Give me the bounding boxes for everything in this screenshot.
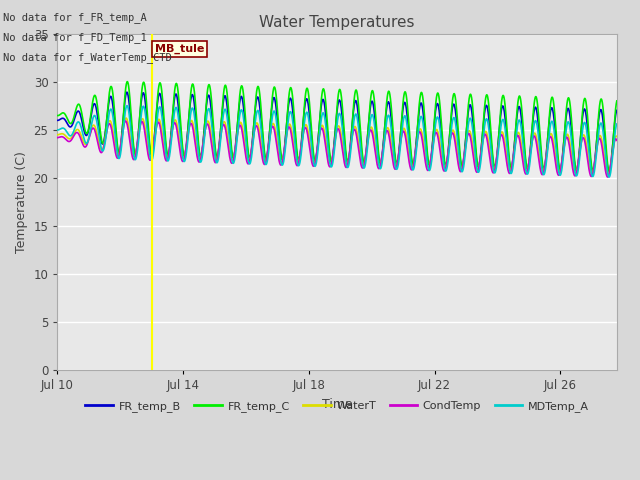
Title: Water Temperatures: Water Temperatures [259, 15, 415, 30]
Text: No data for f_WaterTemp_CTD: No data for f_WaterTemp_CTD [3, 52, 172, 63]
Text: No data for f_FR_temp_A: No data for f_FR_temp_A [3, 12, 147, 23]
Text: No data for f_FD_Temp_1: No data for f_FD_Temp_1 [3, 32, 147, 43]
Legend: FR_temp_B, FR_temp_C, WaterT, CondTemp, MDTemp_A: FR_temp_B, FR_temp_C, WaterT, CondTemp, … [81, 397, 593, 417]
Text: MB_tule: MB_tule [155, 44, 204, 54]
X-axis label: Time: Time [322, 397, 353, 411]
Bar [58, 82, 617, 178]
Y-axis label: Temperature (C): Temperature (C) [15, 151, 28, 253]
